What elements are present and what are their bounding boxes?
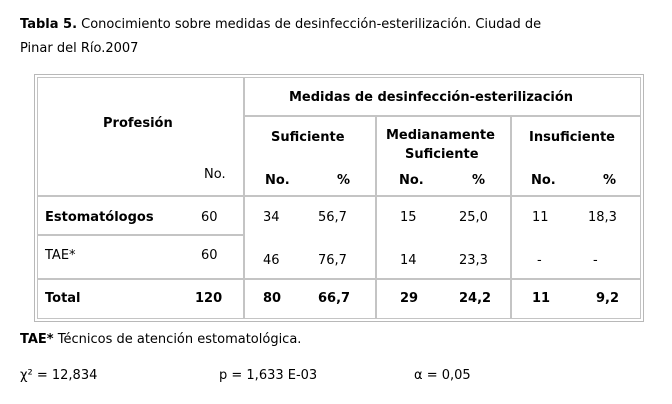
header-medianamente-pct: % <box>472 173 486 188</box>
cell-med-pct: 25,0 <box>459 210 488 225</box>
chi-square: χ² = 12,834 <box>20 368 98 383</box>
row-count: 60 <box>201 248 218 263</box>
row-count: 120 <box>195 291 223 306</box>
row-name: Estomatólogos <box>45 210 154 225</box>
total-label-cell <box>37 279 244 319</box>
header-insuficiente-no: No. <box>531 173 556 188</box>
header-profesion: Profesión <box>103 116 173 131</box>
cell-ins-no: 11 <box>532 291 551 306</box>
footnote: TAE* Técnicos de atención estomatológica… <box>20 332 301 347</box>
header-insuficiente: Insuficiente <box>529 130 615 145</box>
header-medianamente-no: No. <box>399 173 424 188</box>
cell-med-no: 14 <box>400 253 417 268</box>
caption-label: Tabla 5. <box>20 17 78 32</box>
header-medianamente: Medianamente <box>386 128 495 143</box>
cell-ins-pct: 18,3 <box>588 210 617 225</box>
suficiente-body-cell <box>244 196 376 279</box>
cell-suf-no: 80 <box>263 291 282 306</box>
data-table: Profesión No. Medidas de desinfección-es… <box>34 74 644 322</box>
footnote-label: TAE* <box>20 332 54 347</box>
cell-ins-pct: - <box>593 253 598 268</box>
cell-med-pct: 23,3 <box>459 253 488 268</box>
cell-suf-pct: 66,7 <box>318 291 351 306</box>
cell-ins-pct: 9,2 <box>596 291 620 306</box>
caption-text: Conocimiento sobre medidas de desinfecci… <box>81 17 542 32</box>
row-name: TAE* <box>45 248 76 263</box>
footnote-text: Técnicos de atención estomatológica. <box>57 332 302 347</box>
header-medianamente-2: Suficiente <box>405 147 479 162</box>
header-profesion-cell <box>37 77 244 196</box>
row-estomatologos-cell <box>37 196 244 235</box>
cell-suf-pct: 56,7 <box>318 210 347 225</box>
caption-text-line2: Pinar del Río.2007 <box>20 41 139 56</box>
total-suficiente-cell <box>244 279 376 319</box>
cell-med-no: 29 <box>400 291 419 306</box>
total-insuficiente-cell <box>511 279 641 319</box>
header-suficiente-no: No. <box>265 173 290 188</box>
total-medianamente-cell <box>376 279 511 319</box>
header-insuficiente-pct: % <box>603 173 617 188</box>
header-suficiente-cell <box>244 116 376 196</box>
cell-med-pct: 24,2 <box>459 291 492 306</box>
table-caption: Tabla 5. Conocimiento sobre medidas de d… <box>20 13 652 36</box>
header-group-cell <box>244 77 641 116</box>
cell-suf-no: 46 <box>263 253 280 268</box>
header-insuficiente-cell <box>511 116 641 196</box>
header-suficiente: Suficiente <box>271 130 345 145</box>
cell-suf-pct: 76,7 <box>318 253 347 268</box>
cell-suf-no: 34 <box>263 210 280 225</box>
insuficiente-body-cell <box>511 196 641 279</box>
cell-ins-no: - <box>537 253 542 268</box>
alpha-value: α = 0,05 <box>414 368 471 383</box>
header-no: No. <box>204 167 226 182</box>
header-suficiente-pct: % <box>337 173 351 188</box>
cell-med-no: 15 <box>400 210 417 225</box>
cell-ins-no: 11 <box>532 210 549 225</box>
row-name: Total <box>45 291 81 306</box>
row-count: 60 <box>201 210 218 225</box>
medianamente-body-cell <box>376 196 511 279</box>
row-tae-cell <box>37 235 244 279</box>
p-value: p = 1,633 E-03 <box>219 368 318 383</box>
header-medianamente-cell <box>376 116 511 196</box>
header-group-title: Medidas de desinfección-esterilización <box>289 90 574 105</box>
